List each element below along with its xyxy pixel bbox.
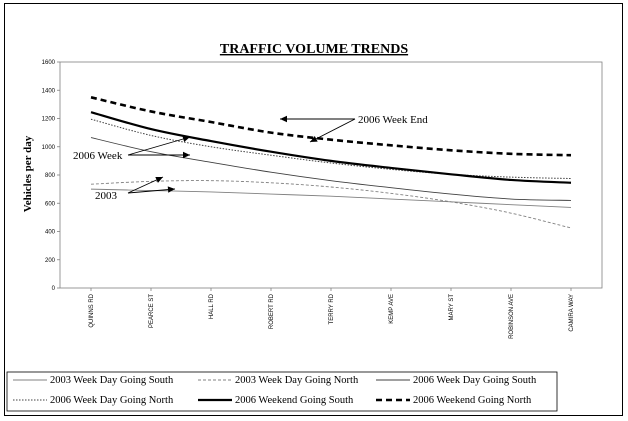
legend-box [6, 371, 558, 412]
series-line-5 [90, 96, 572, 157]
series-line-1 [90, 180, 572, 229]
y-tick-label: 1000 [42, 145, 56, 151]
y-tick-label: 600 [45, 201, 56, 207]
arrow-2003-up [127, 176, 164, 194]
legend-entry-label: 2006 Weekend Going North [413, 395, 532, 406]
annotation-2003: 2003 [95, 190, 118, 202]
arrow-2006-week-up [127, 135, 191, 156]
legend-entry-label: 2006 Weekend Going South [235, 395, 354, 406]
y-tick-label: 0 [52, 286, 56, 292]
series-line-3 [90, 118, 572, 180]
y-tick-label: 1200 [42, 117, 56, 123]
x-category-label: QUINNS RD [89, 293, 95, 327]
x-category-label: ROBERT RD [269, 293, 275, 329]
plot-area [59, 61, 603, 289]
legend-entry-label: 2003 Week Day Going North [235, 375, 359, 386]
legend-entry-label: 2006 Week Day Going North [50, 395, 174, 406]
x-axis-categories: QUINNS RD PEARCE ST HALL RD ROBERT RD TERRY … [89, 288, 575, 339]
y-axis-ticks: 0 200 400 600 800 1000 1200 1400 1600 [42, 60, 60, 292]
series-lines [90, 96, 572, 229]
y-tick-label: 800 [45, 173, 56, 179]
arrow-2006-week-end-left [280, 115, 355, 123]
y-tick-label: 200 [45, 258, 56, 264]
chart-frame [4, 3, 623, 416]
annotation-2006-week-end: 2006 Week End [358, 114, 428, 126]
x-category-label: CAMIRA WAY [569, 294, 575, 332]
legend: 2003 Week Day Going South 2003 Week Day G… [6, 371, 558, 412]
x-category-label: PEARCE ST [149, 294, 155, 328]
annotation-arrows [127, 115, 356, 194]
y-tick-label: 1400 [42, 88, 56, 94]
x-category-label: MARY ST [449, 294, 455, 321]
y-tick-label: 400 [45, 230, 56, 236]
legend-entry-label: 2003 Week Day Going South [50, 375, 174, 386]
annotation-2006-week: 2006 Week [73, 150, 123, 162]
arrow-2003-right [127, 186, 176, 194]
arrow-2006-week-end-down [309, 118, 356, 143]
legend-entry-label: 2006 Week Day Going South [413, 375, 537, 386]
x-category-label: TERRY RD [329, 293, 335, 324]
chart-title: TRAFFIC VOLUME TRENDS [220, 42, 408, 57]
x-category-label: HALL RD [209, 293, 215, 319]
x-category-label: ROBINSON AVE [509, 294, 515, 339]
arrow-2006-week-right [128, 151, 190, 159]
x-category-label: KEMP AVE [389, 294, 395, 324]
y-axis-label: Vehicles per day [22, 135, 34, 212]
y-tick-label: 1600 [42, 60, 56, 66]
series-line-4 [90, 111, 572, 184]
